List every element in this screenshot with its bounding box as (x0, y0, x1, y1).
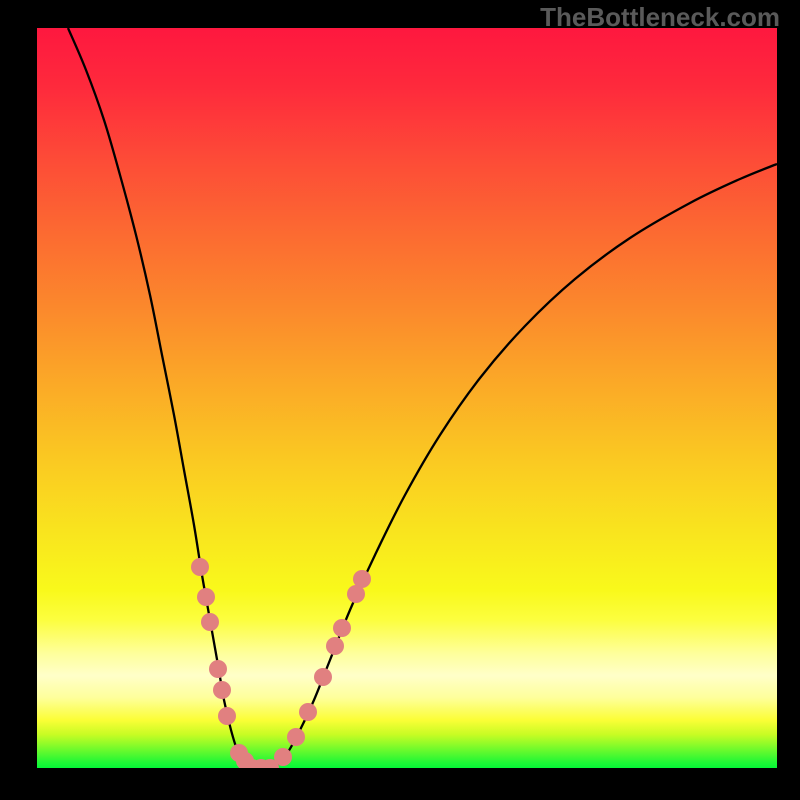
gradient-background (37, 28, 777, 768)
watermark-text: TheBottleneck.com (540, 2, 780, 33)
plot-area (37, 28, 777, 768)
